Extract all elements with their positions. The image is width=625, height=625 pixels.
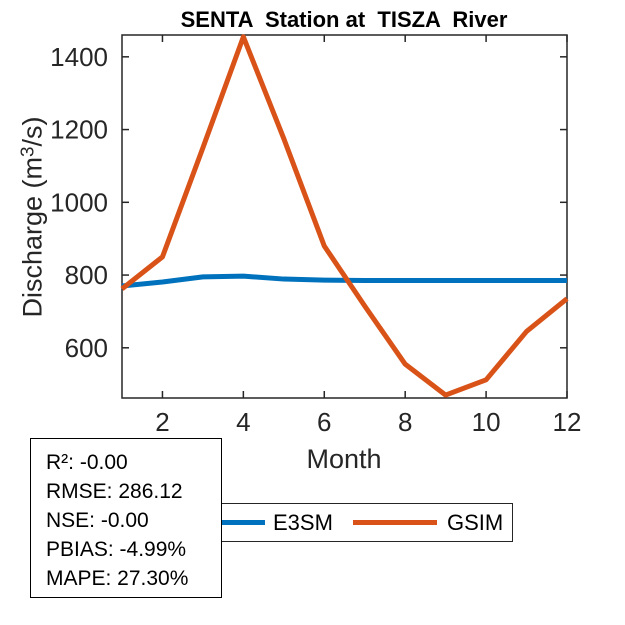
legend-label-gsim: GSIM	[447, 510, 504, 535]
stat-line-mape: MAPE: 27.30%	[46, 567, 189, 590]
x-tick-label: 10	[472, 407, 501, 437]
x-tick-label: 4	[236, 407, 250, 437]
legend-line-gsim	[353, 520, 437, 525]
axes-frame	[121, 34, 568, 399]
chart-title: SENTA Station at TISZA River	[180, 7, 508, 32]
y-axis-label-unit: /s)	[17, 116, 48, 147]
series-line-gsim	[120, 34, 569, 398]
x-axis-label: Month	[306, 444, 382, 474]
x-tick-label: 8	[398, 407, 412, 437]
y-tick-label: 1200	[50, 115, 108, 145]
stat-line-pbias: PBIAS: -4.99%	[46, 538, 187, 561]
legend: E3SM GSIM	[168, 503, 513, 542]
stat-line-nse: NSE: -0.00	[46, 509, 149, 532]
stats-box: R²: -0.00 RMSE: 286.12 NSE: -0.00 PBIAS:…	[30, 438, 222, 598]
y-tick-label: 800	[65, 260, 108, 290]
y-tick-label: 1000	[50, 187, 108, 217]
x-tick-label: 12	[553, 407, 582, 437]
stat-line-rmse: RMSE: 286.12	[46, 480, 183, 503]
y-axis-label: Discharge (m3/s)	[17, 116, 48, 318]
y-tick-label: 1400	[50, 42, 108, 72]
y-tick-label: 600	[65, 333, 108, 363]
stat-line-r2: R²: -0.00	[46, 451, 128, 474]
legend-line-e3sm	[181, 520, 265, 525]
y-axis-label-text: Discharge (m	[17, 156, 48, 318]
legend-label-e3sm: E3SM	[273, 510, 333, 535]
x-tick-label: 6	[317, 407, 331, 437]
x-tick-label: 2	[155, 407, 169, 437]
y-axis-label-superscript: 3	[17, 146, 38, 157]
